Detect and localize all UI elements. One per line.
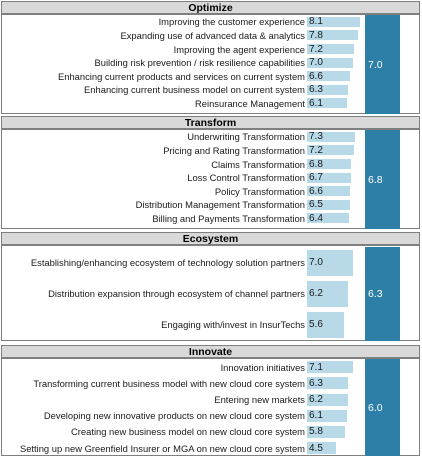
average-label-transform: 6.8 [368, 173, 383, 186]
data-label: 6.1 [309, 410, 323, 422]
average-bar-transform [365, 130, 400, 229]
data-label: 6.3 [309, 84, 323, 96]
data-label: 6.3 [309, 377, 323, 389]
tick-label: Setting up new Greenfield Insurer or MGA… [19, 442, 305, 454]
data-label: 6.4 [309, 212, 323, 224]
tick-label: Reinsurance Management [195, 97, 305, 109]
data-label: 7.2 [309, 43, 323, 55]
data-label: 6.7 [309, 172, 323, 184]
data-label: 6.1 [309, 97, 323, 109]
tick-label: Developing new innovative products on ne… [43, 410, 305, 422]
bar [307, 442, 337, 455]
section-body-ecosystem [1, 245, 420, 341]
bar [307, 199, 350, 210]
tick-label: Claims Transformation [211, 158, 305, 170]
data-label: 7.1 [309, 361, 323, 373]
bar [307, 159, 352, 169]
tick-label: Distribution Management Transformation [135, 199, 305, 211]
tick-label: Expanding use of advanced data & analyti… [120, 29, 305, 41]
bar [307, 71, 351, 82]
bar [307, 98, 347, 109]
tick-label: Establishing/enhancing ecosystem of tech… [30, 257, 305, 268]
bar [307, 311, 344, 338]
data-label: 6.2 [309, 394, 323, 405]
bar [307, 131, 355, 142]
bar [307, 30, 359, 41]
tick-label: Enhancing current business model on curr… [84, 84, 305, 96]
bar [307, 393, 348, 406]
bar [307, 16, 360, 27]
tick-label: Loss Control Transformation [187, 172, 305, 184]
tick-label: Distribution expansion through ecosystem… [48, 288, 305, 299]
tick-label: Creating new business model on new cloud… [71, 426, 305, 438]
data-label: 8.1 [309, 16, 323, 28]
section-header-optimize: Optimize [1, 1, 420, 14]
data-label: 5.6 [309, 319, 323, 330]
section-body-optimize [1, 14, 420, 114]
data-label: 6.2 [309, 288, 323, 299]
bar [307, 84, 349, 95]
tick-label: Improving the agent experience [173, 43, 305, 55]
bar [307, 249, 353, 276]
tick-label: Underwriting Transformation [187, 131, 305, 143]
tick-label: Building risk prevention / risk resilien… [94, 57, 305, 69]
data-label: 7.0 [309, 57, 323, 69]
data-label: 7.8 [309, 29, 323, 41]
section-header-ecosystem: Ecosystem [1, 232, 420, 245]
average-bar-innovate [365, 359, 400, 456]
tick-label: Innovation initiatives [220, 361, 305, 373]
bar [307, 57, 353, 68]
tick-label: Policy Transformation [214, 185, 305, 197]
bar [307, 172, 351, 183]
bar [307, 145, 355, 156]
bar [307, 425, 345, 438]
data-label: 7.3 [309, 131, 323, 143]
data-label: 7.2 [309, 144, 323, 156]
data-label: 6.5 [309, 199, 323, 211]
average-bar-optimize [365, 15, 400, 114]
tick-label: Improving the customer experience [158, 16, 305, 28]
bar [307, 361, 354, 374]
bar [307, 377, 349, 390]
average-bar-ecosystem [365, 247, 400, 341]
average-label-ecosystem: 6.3 [368, 288, 383, 300]
data-label: 6.6 [309, 70, 323, 82]
bar [307, 186, 351, 197]
bar [307, 213, 349, 224]
bar [307, 409, 347, 422]
tick-label: Entering new markets [214, 394, 305, 405]
tick-label: Billing and Payments Transformation [152, 212, 305, 224]
tick-label: Pricing and Rating Transformation [163, 144, 305, 156]
section-body-transform [1, 129, 420, 229]
section-header-transform: Transform [1, 116, 420, 129]
data-label: 7.0 [309, 257, 323, 268]
data-label: 5.8 [309, 426, 323, 438]
average-label-innovate: 6.0 [368, 401, 383, 414]
bar [307, 44, 355, 54]
data-label: 6.6 [309, 185, 323, 197]
bar [307, 280, 348, 307]
section-header-innovate: Innovate [1, 345, 420, 358]
tick-label: Transforming current business model with… [33, 377, 305, 389]
tick-label: Engaging with/invest in InsurTechs [161, 319, 305, 330]
section-body-innovate [1, 358, 420, 456]
data-label: 6.8 [309, 158, 323, 170]
average-label-optimize: 7.0 [368, 58, 383, 71]
tick-label: Enhancing current products and services … [58, 70, 305, 82]
data-label: 4.5 [309, 442, 323, 454]
